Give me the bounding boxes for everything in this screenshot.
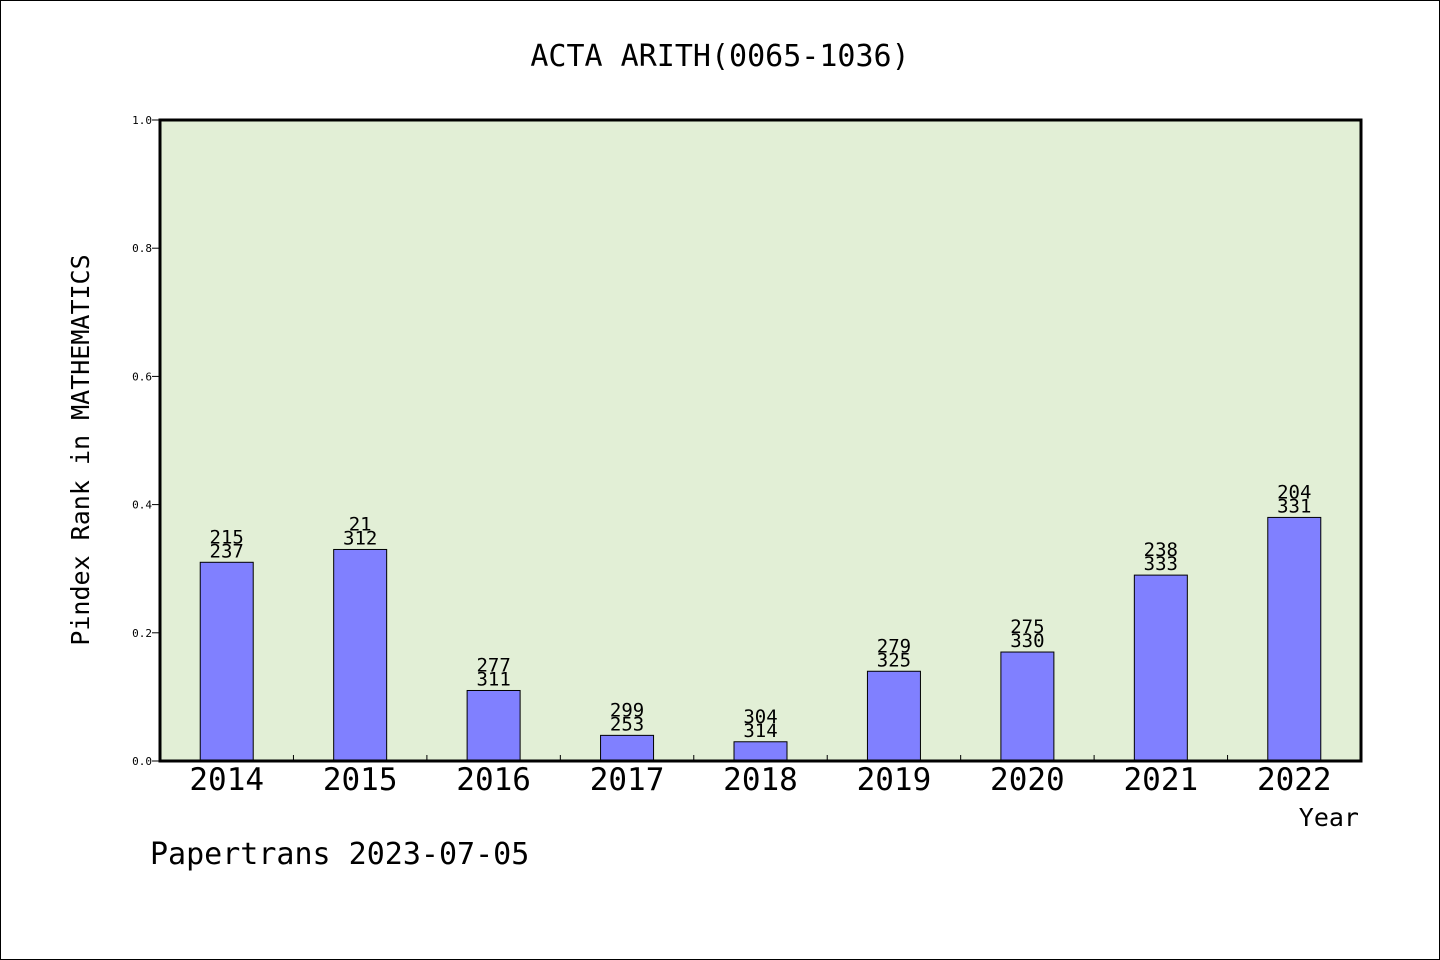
x-tick-label-2014: 2014 [189,762,264,798]
bar-2016 [466,689,521,762]
bars-group [199,516,1322,762]
x-tick-label-2018: 2018 [723,762,798,798]
bar-label-bottom-2015: 312 [343,527,377,549]
bar-label-top-2014: 215 [210,526,244,548]
x-tick-label-2021: 2021 [1124,762,1199,798]
x-tick-label-2019: 2019 [857,762,932,798]
bar-2022 [1267,516,1322,762]
bar-label-bottom-2017: 253 [610,713,644,735]
x-tick-label-2017: 2017 [590,762,665,798]
bar-2020 [1000,651,1055,762]
y-tick-label: 0.6 [132,370,152,383]
bar-label-bottom-2014: 237 [210,540,244,562]
bar-label-bottom-2020: 330 [1010,630,1044,652]
bar-2014 [199,561,254,762]
y-axis: 0.0 0.2 0.4 0.6 0.8 1.0 [132,114,160,768]
bar-label-top-2021: 238 [1144,539,1178,561]
y-tick-label: 0.2 [132,627,152,640]
x-tick-label-2016: 2016 [456,762,531,798]
bar-label-bottom-2022: 331 [1277,495,1311,517]
credit-text: Papertrans 2023-07-05 [150,837,529,872]
bar-label-bottom-2021: 333 [1144,553,1178,575]
bar-label-top-2019: 279 [877,635,911,657]
bar-label-top-2016: 277 [476,654,510,676]
bar-label-top-2022: 204 [1277,481,1311,503]
bar-2021 [1133,574,1188,762]
bar-2015 [333,548,388,762]
bar-2019 [866,670,921,762]
bar-label-bottom-2018: 314 [743,720,777,742]
bar-2018 [733,741,788,762]
x-tick-label-2020: 2020 [990,762,1065,798]
y-tick-label: 0.0 [132,755,152,768]
plot-border [158,118,1363,763]
y-axis-label: Pindex Rank in MATHEMATICS [66,254,95,645]
bar-2017 [600,734,655,762]
x-tick-label-2015: 2015 [323,762,398,798]
bar-label-top-2018: 304 [743,706,777,728]
y-tick-label: 0.8 [132,242,152,255]
y-tick-label: 0.4 [132,499,152,512]
chart-title: ACTA ARITH(0065-1036) [530,39,909,74]
bar-label-bottom-2016: 311 [476,668,510,690]
bar-label-top-2020: 275 [1010,616,1044,638]
x-axis-label: Year [1299,803,1359,832]
x-axis: 2014 2015 2016 2017 2018 2019 2020 2021 2022 [189,755,1332,798]
y-tick-label: 1.0 [132,114,152,127]
bar-label-bottom-2019: 325 [877,649,911,671]
bar-label-top-2017: 299 [610,699,644,721]
x-tick-label-2022: 2022 [1257,762,1332,798]
bar-label-top-2015: 21 [349,513,372,535]
